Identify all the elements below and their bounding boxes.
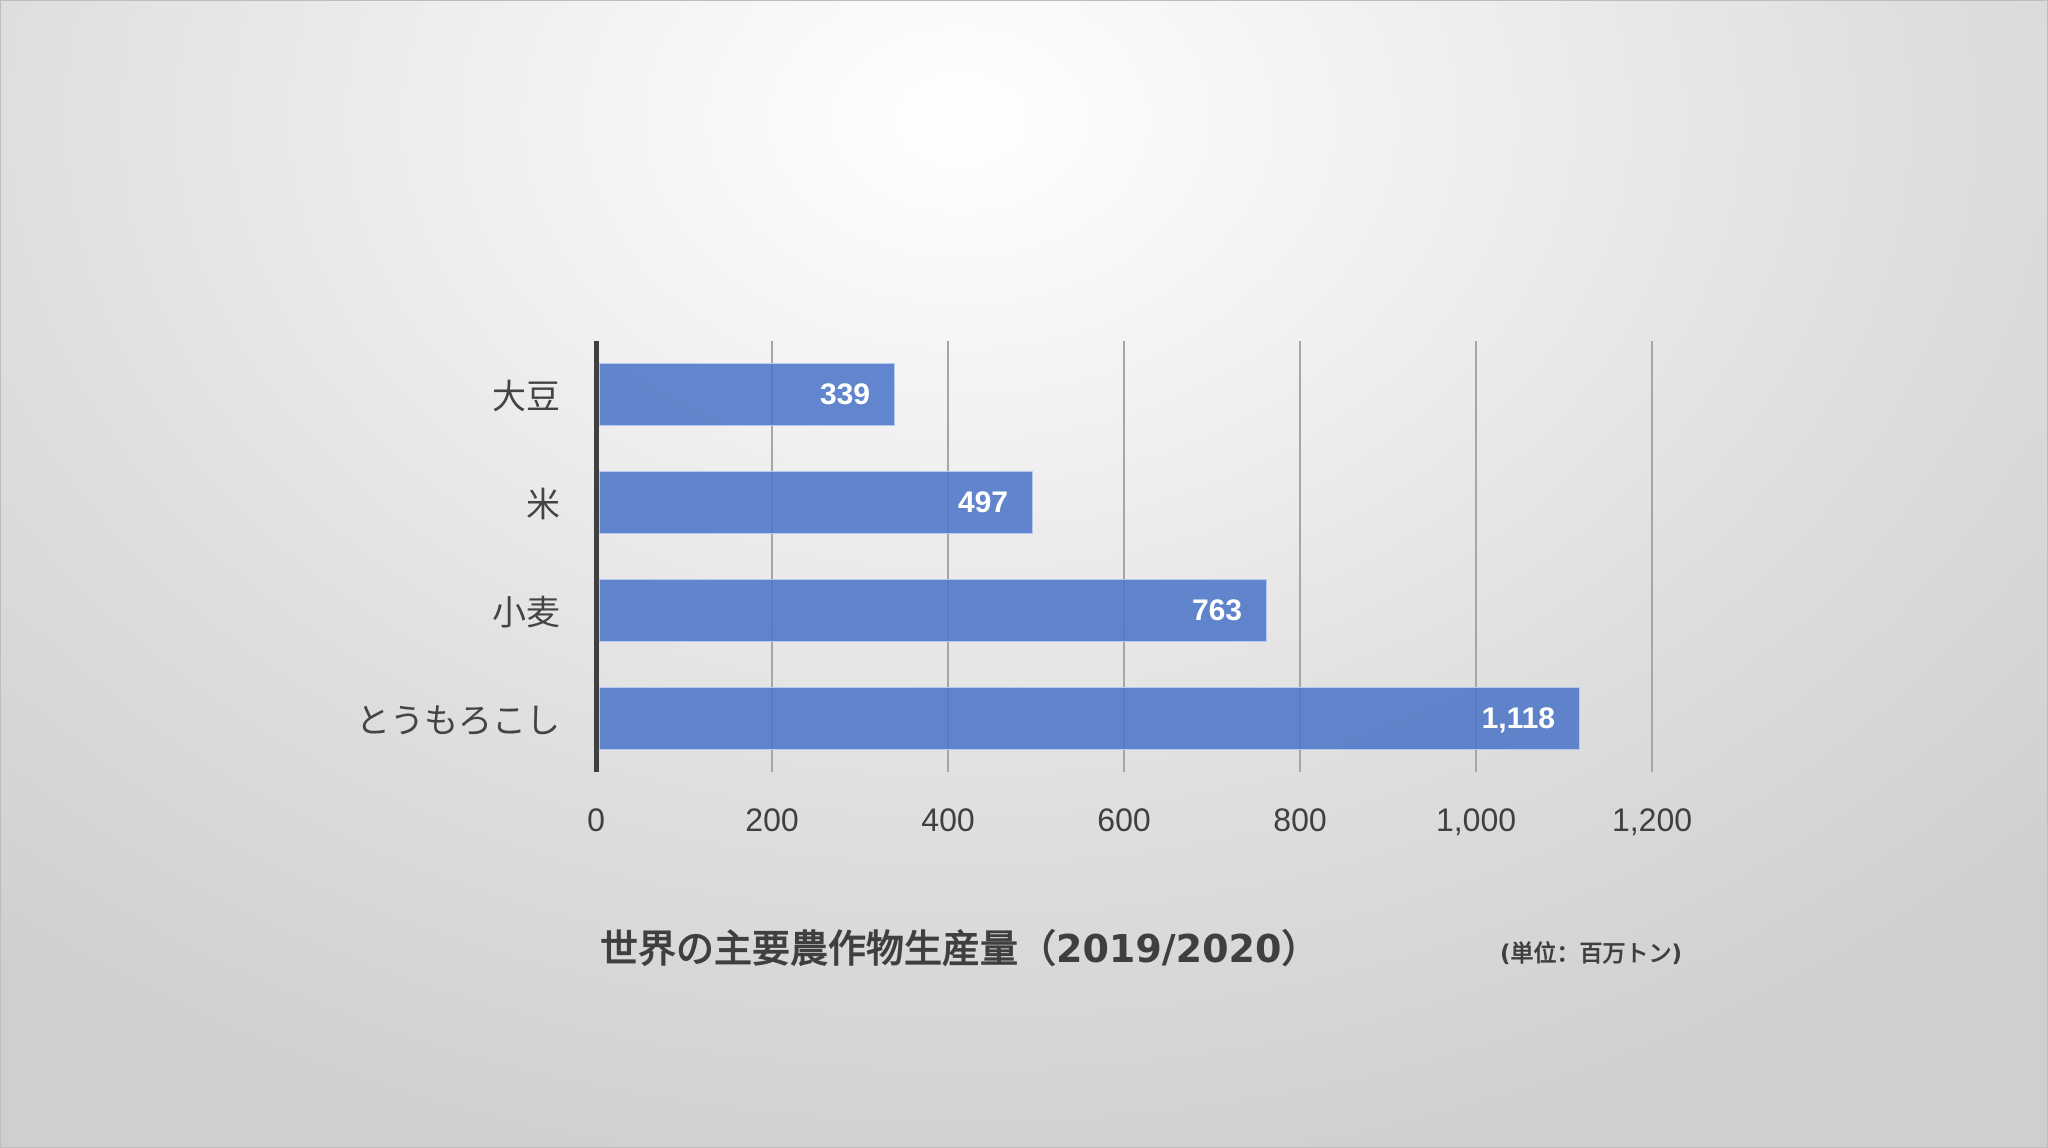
value-label: 339: [819, 377, 870, 411]
gridline-400: [947, 341, 949, 772]
value-label: 497: [957, 485, 1008, 519]
category-label-soybean: 大豆: [492, 377, 560, 418]
bar-wheat: 763: [599, 579, 1267, 642]
category-label-corn: とうもろこし: [356, 701, 560, 742]
category-axis-line: [594, 341, 599, 772]
gridline-1000: [1475, 341, 1477, 772]
unit-note: (単位：百万トン): [1500, 941, 1683, 967]
x-tick-label: 1,200: [1611, 802, 1693, 838]
x-tick-label: 1,000: [1435, 802, 1517, 838]
x-tick-label: 600: [1097, 802, 1151, 838]
category-label-wheat: 小麦: [492, 593, 560, 634]
category-label-rice: 米: [526, 485, 560, 526]
x-tick-label: 800: [1273, 802, 1327, 838]
x-tick-label: 200: [745, 802, 799, 838]
bar-rice: 497: [599, 471, 1033, 534]
gridline-200: [771, 341, 773, 772]
chart-title: 世界の主要農作物生産量（2019/2020）: [600, 927, 1320, 971]
value-label: 763: [1191, 593, 1242, 627]
bar-soybean: 339: [599, 363, 895, 426]
gridline-800: [1299, 341, 1301, 772]
gridline-600: [1123, 341, 1125, 772]
gridline-1200: [1651, 341, 1653, 772]
value-label: 1,118: [1481, 701, 1555, 735]
x-tick-label: 0: [587, 802, 605, 838]
x-tick-label: 400: [921, 802, 975, 838]
bar-corn: 1,118: [599, 687, 1580, 750]
